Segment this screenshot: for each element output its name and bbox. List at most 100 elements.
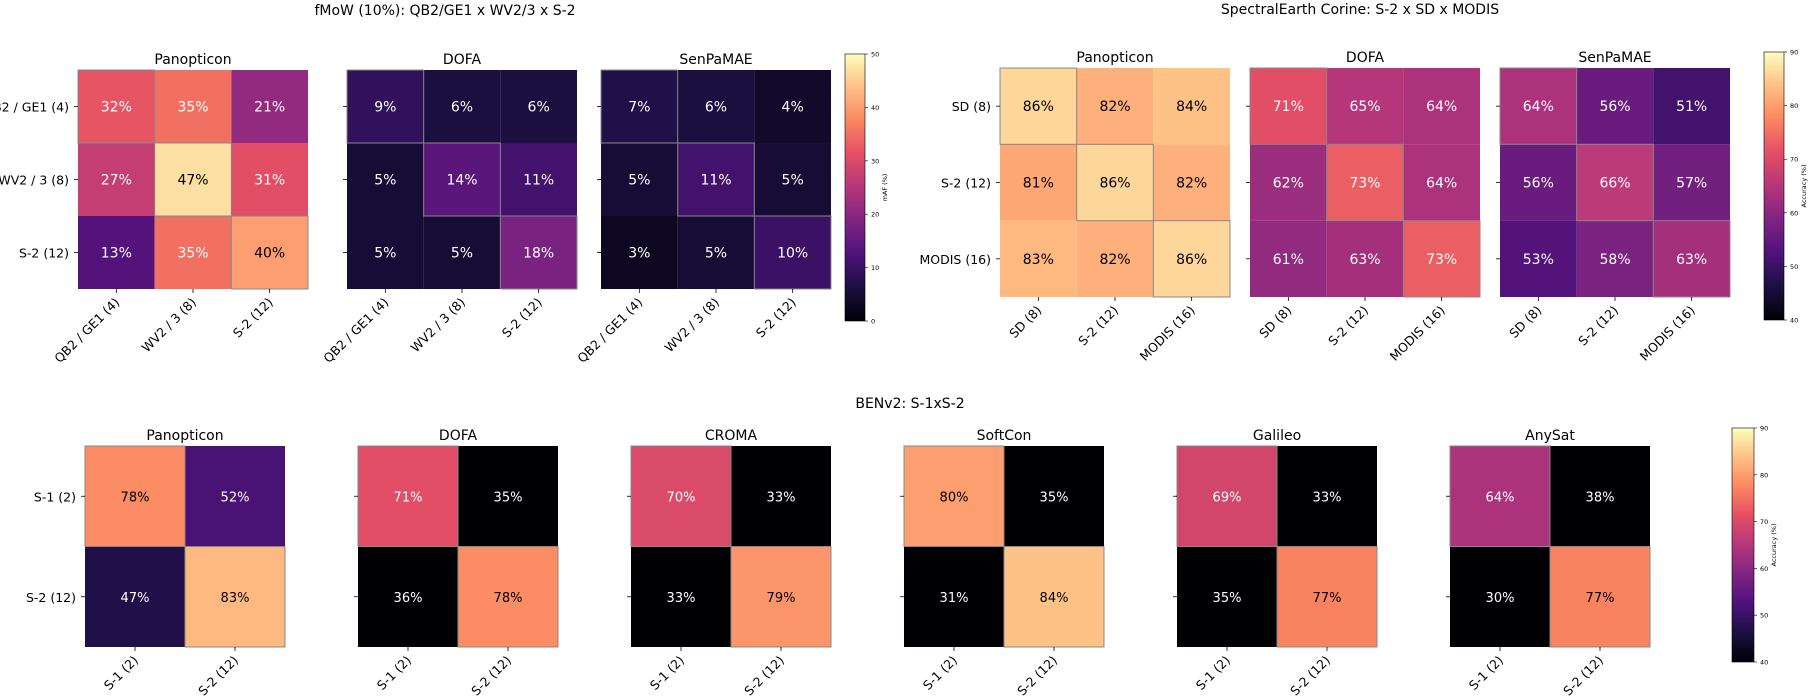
cell-value-label: 5% bbox=[628, 173, 650, 189]
cell-value-label: 32% bbox=[101, 100, 132, 116]
column-label: S-2 (12) bbox=[230, 295, 276, 341]
cell-value-label: 21% bbox=[254, 100, 285, 116]
heatmap-cell bbox=[154, 70, 232, 143]
colorbar-label: Accuracy (%) bbox=[1770, 524, 1778, 567]
panel-title: Panopticon bbox=[146, 428, 223, 444]
panel-title: Panopticon bbox=[1076, 50, 1153, 66]
cell-value-label: 9% bbox=[374, 100, 396, 116]
diagonal-cell-border bbox=[1576, 143, 1654, 222]
cell-value-label: 84% bbox=[1176, 99, 1207, 115]
heatmap-cell bbox=[78, 216, 155, 289]
cell-value-label: 62% bbox=[1273, 176, 1304, 192]
cell-value-label: 35% bbox=[1213, 591, 1242, 606]
cell-value-label: 61% bbox=[1273, 252, 1304, 268]
heatmap-cell bbox=[1076, 144, 1154, 221]
cell-value-label: 35% bbox=[177, 100, 208, 116]
colorbar-tick-label: 40 bbox=[1790, 317, 1798, 325]
cell-value-label: 47% bbox=[177, 173, 208, 189]
heatmap-cell bbox=[677, 216, 755, 289]
diagonal-cell-border bbox=[677, 142, 755, 217]
group-title: SpectralEarth Corine: S-2 x SD x MODIS bbox=[1221, 2, 1499, 18]
column-label: WV2 / 3 (8) bbox=[139, 295, 200, 356]
heatmap-group-2: SpectralEarth Corine: S-2 x SD x MODIS Pa… bbox=[919, 2, 1808, 364]
heatmap-cell bbox=[1403, 68, 1480, 145]
cell-value-label: 79% bbox=[767, 591, 796, 606]
group-title: BENv2: S-1xS-2 bbox=[855, 396, 964, 412]
heatmap-cell bbox=[1500, 144, 1577, 221]
heatmap-cell bbox=[1177, 546, 1277, 647]
panel-senpamae: SenPaMAE 64% 56% 51% 56% 66% 57% 53% 58% 63% SD (8… bbox=[1496, 50, 1731, 364]
column-label: MODIS (16) bbox=[1637, 303, 1698, 364]
cell-value-label: 10% bbox=[777, 246, 808, 262]
heatmap-cell bbox=[231, 143, 308, 216]
heatmap-cell bbox=[1000, 68, 1077, 145]
diagonal-cell-border bbox=[1076, 143, 1154, 222]
heatmap-cell bbox=[731, 546, 831, 647]
panel-title: AnySat bbox=[1525, 428, 1575, 444]
colorbar-gradient bbox=[1731, 427, 1755, 663]
heatmap-cell bbox=[231, 70, 308, 143]
cell-value-label: 71% bbox=[1273, 99, 1304, 115]
heatmap-cell bbox=[1000, 220, 1077, 297]
heatmap-cell bbox=[458, 546, 558, 647]
column-label: S-1 (2) bbox=[920, 653, 960, 693]
cell-value-label: 30% bbox=[1486, 591, 1515, 606]
cell-value-label: 64% bbox=[1426, 176, 1457, 192]
diagonal-cell-border bbox=[154, 142, 232, 217]
heatmap-cell bbox=[1277, 446, 1377, 547]
heatmap-cell bbox=[1250, 144, 1327, 221]
column-label: S-1 (2) bbox=[374, 653, 414, 693]
colorbar-tick-label: 90 bbox=[1790, 49, 1798, 57]
colorbar-tick-label: 20 bbox=[871, 211, 879, 219]
colorbar-tick-label: 0 bbox=[871, 318, 875, 326]
cell-value-label: 33% bbox=[767, 490, 796, 505]
cell-value-label: 33% bbox=[667, 591, 696, 606]
cell-value-label: 73% bbox=[1426, 252, 1457, 268]
colorbar-label: Accuracy (%) bbox=[1800, 165, 1808, 208]
heatmap-cell bbox=[1500, 220, 1577, 297]
group-title: fMoW (10%): QB2/GE1 x WV2/3 x S-2 bbox=[314, 3, 575, 19]
heatmap-cell bbox=[1250, 68, 1327, 145]
heatmap-cell bbox=[1000, 144, 1077, 221]
heatmap-cell bbox=[1076, 68, 1154, 145]
heatmap-cell bbox=[347, 70, 424, 143]
colorbar-tick-label: 80 bbox=[1760, 471, 1768, 479]
heatmap-cell bbox=[458, 446, 558, 547]
heatmap-cell bbox=[1653, 68, 1730, 145]
heatmap-cell bbox=[754, 143, 831, 216]
panel-panopticon: Panopticon 32% 35% 21% 27% 47% 31% 13% 35% 40% QB2… bbox=[0, 52, 309, 366]
panel-title: DOFA bbox=[1346, 50, 1385, 66]
cell-value-label: 84% bbox=[1040, 591, 1069, 606]
heatmap-group-1: fMoW (10%): QB2/GE1 x WV2/3 x S-2 Panopti… bbox=[0, 3, 889, 366]
heatmap-cell bbox=[904, 546, 1004, 647]
heatmap-cell bbox=[631, 546, 731, 647]
cell-value-label: 82% bbox=[1176, 176, 1207, 192]
row-label: QB2 / GE1 (4) bbox=[0, 100, 69, 115]
panel-dofa: DOFA 71% 35% 36% 78% S-1 (2) S-2 (12) bbox=[354, 428, 559, 697]
colorbar-tick-label: 30 bbox=[871, 157, 879, 165]
colorbar-tick-label: 50 bbox=[871, 51, 879, 59]
column-label: MODIS (16) bbox=[1137, 303, 1198, 364]
cell-value-label: 81% bbox=[1023, 176, 1054, 192]
panel-title: Panopticon bbox=[154, 52, 231, 68]
diagonal-cell-border bbox=[1326, 143, 1404, 222]
column-label: S-1 (2) bbox=[1466, 653, 1506, 693]
cell-value-label: 35% bbox=[1040, 490, 1069, 505]
cell-value-label: 64% bbox=[1486, 490, 1515, 505]
cell-value-label: 33% bbox=[1313, 490, 1342, 505]
colorbar-tick-label: 80 bbox=[1790, 102, 1798, 110]
heatmap-cell bbox=[677, 143, 755, 216]
colorbar-tick-label: 60 bbox=[1760, 565, 1768, 573]
cell-value-label: 5% bbox=[782, 173, 804, 189]
cell-value-label: 78% bbox=[494, 591, 523, 606]
row-label: S-2 (12) bbox=[26, 590, 76, 605]
heatmap-cell bbox=[423, 70, 501, 143]
cell-value-label: 77% bbox=[1586, 591, 1615, 606]
colorbar-label: mAF (%) bbox=[881, 174, 889, 202]
cell-value-label: 18% bbox=[523, 246, 554, 262]
heatmap-cell bbox=[754, 70, 831, 143]
cell-value-label: 71% bbox=[394, 490, 423, 505]
cell-value-label: 52% bbox=[221, 490, 250, 505]
cell-value-label: 65% bbox=[1349, 99, 1380, 115]
